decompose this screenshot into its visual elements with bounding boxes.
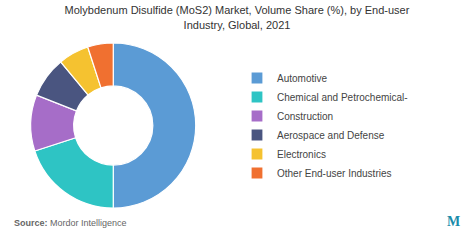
svg-text:Other End-user Industries: Other End-user Industries xyxy=(277,168,392,179)
svg-text:Construction: Construction xyxy=(277,111,333,122)
svg-text:Molybdenum Disulfide (MoS2) Ma: Molybdenum Disulfide (MoS2) Market, Volu… xyxy=(65,4,410,30)
svg-text:Chemical and Petrochemical-: Chemical and Petrochemical- xyxy=(277,92,408,103)
svg-text:Automotive: Automotive xyxy=(277,73,327,84)
svg-text:Source: Mordor Intelligence: Source: Mordor Intelligence xyxy=(14,218,127,228)
svg-text:Μ: Μ xyxy=(447,214,460,229)
svg-text:Aerospace and Defense: Aerospace and Defense xyxy=(277,130,385,141)
svg-text:Electronics: Electronics xyxy=(277,149,326,160)
